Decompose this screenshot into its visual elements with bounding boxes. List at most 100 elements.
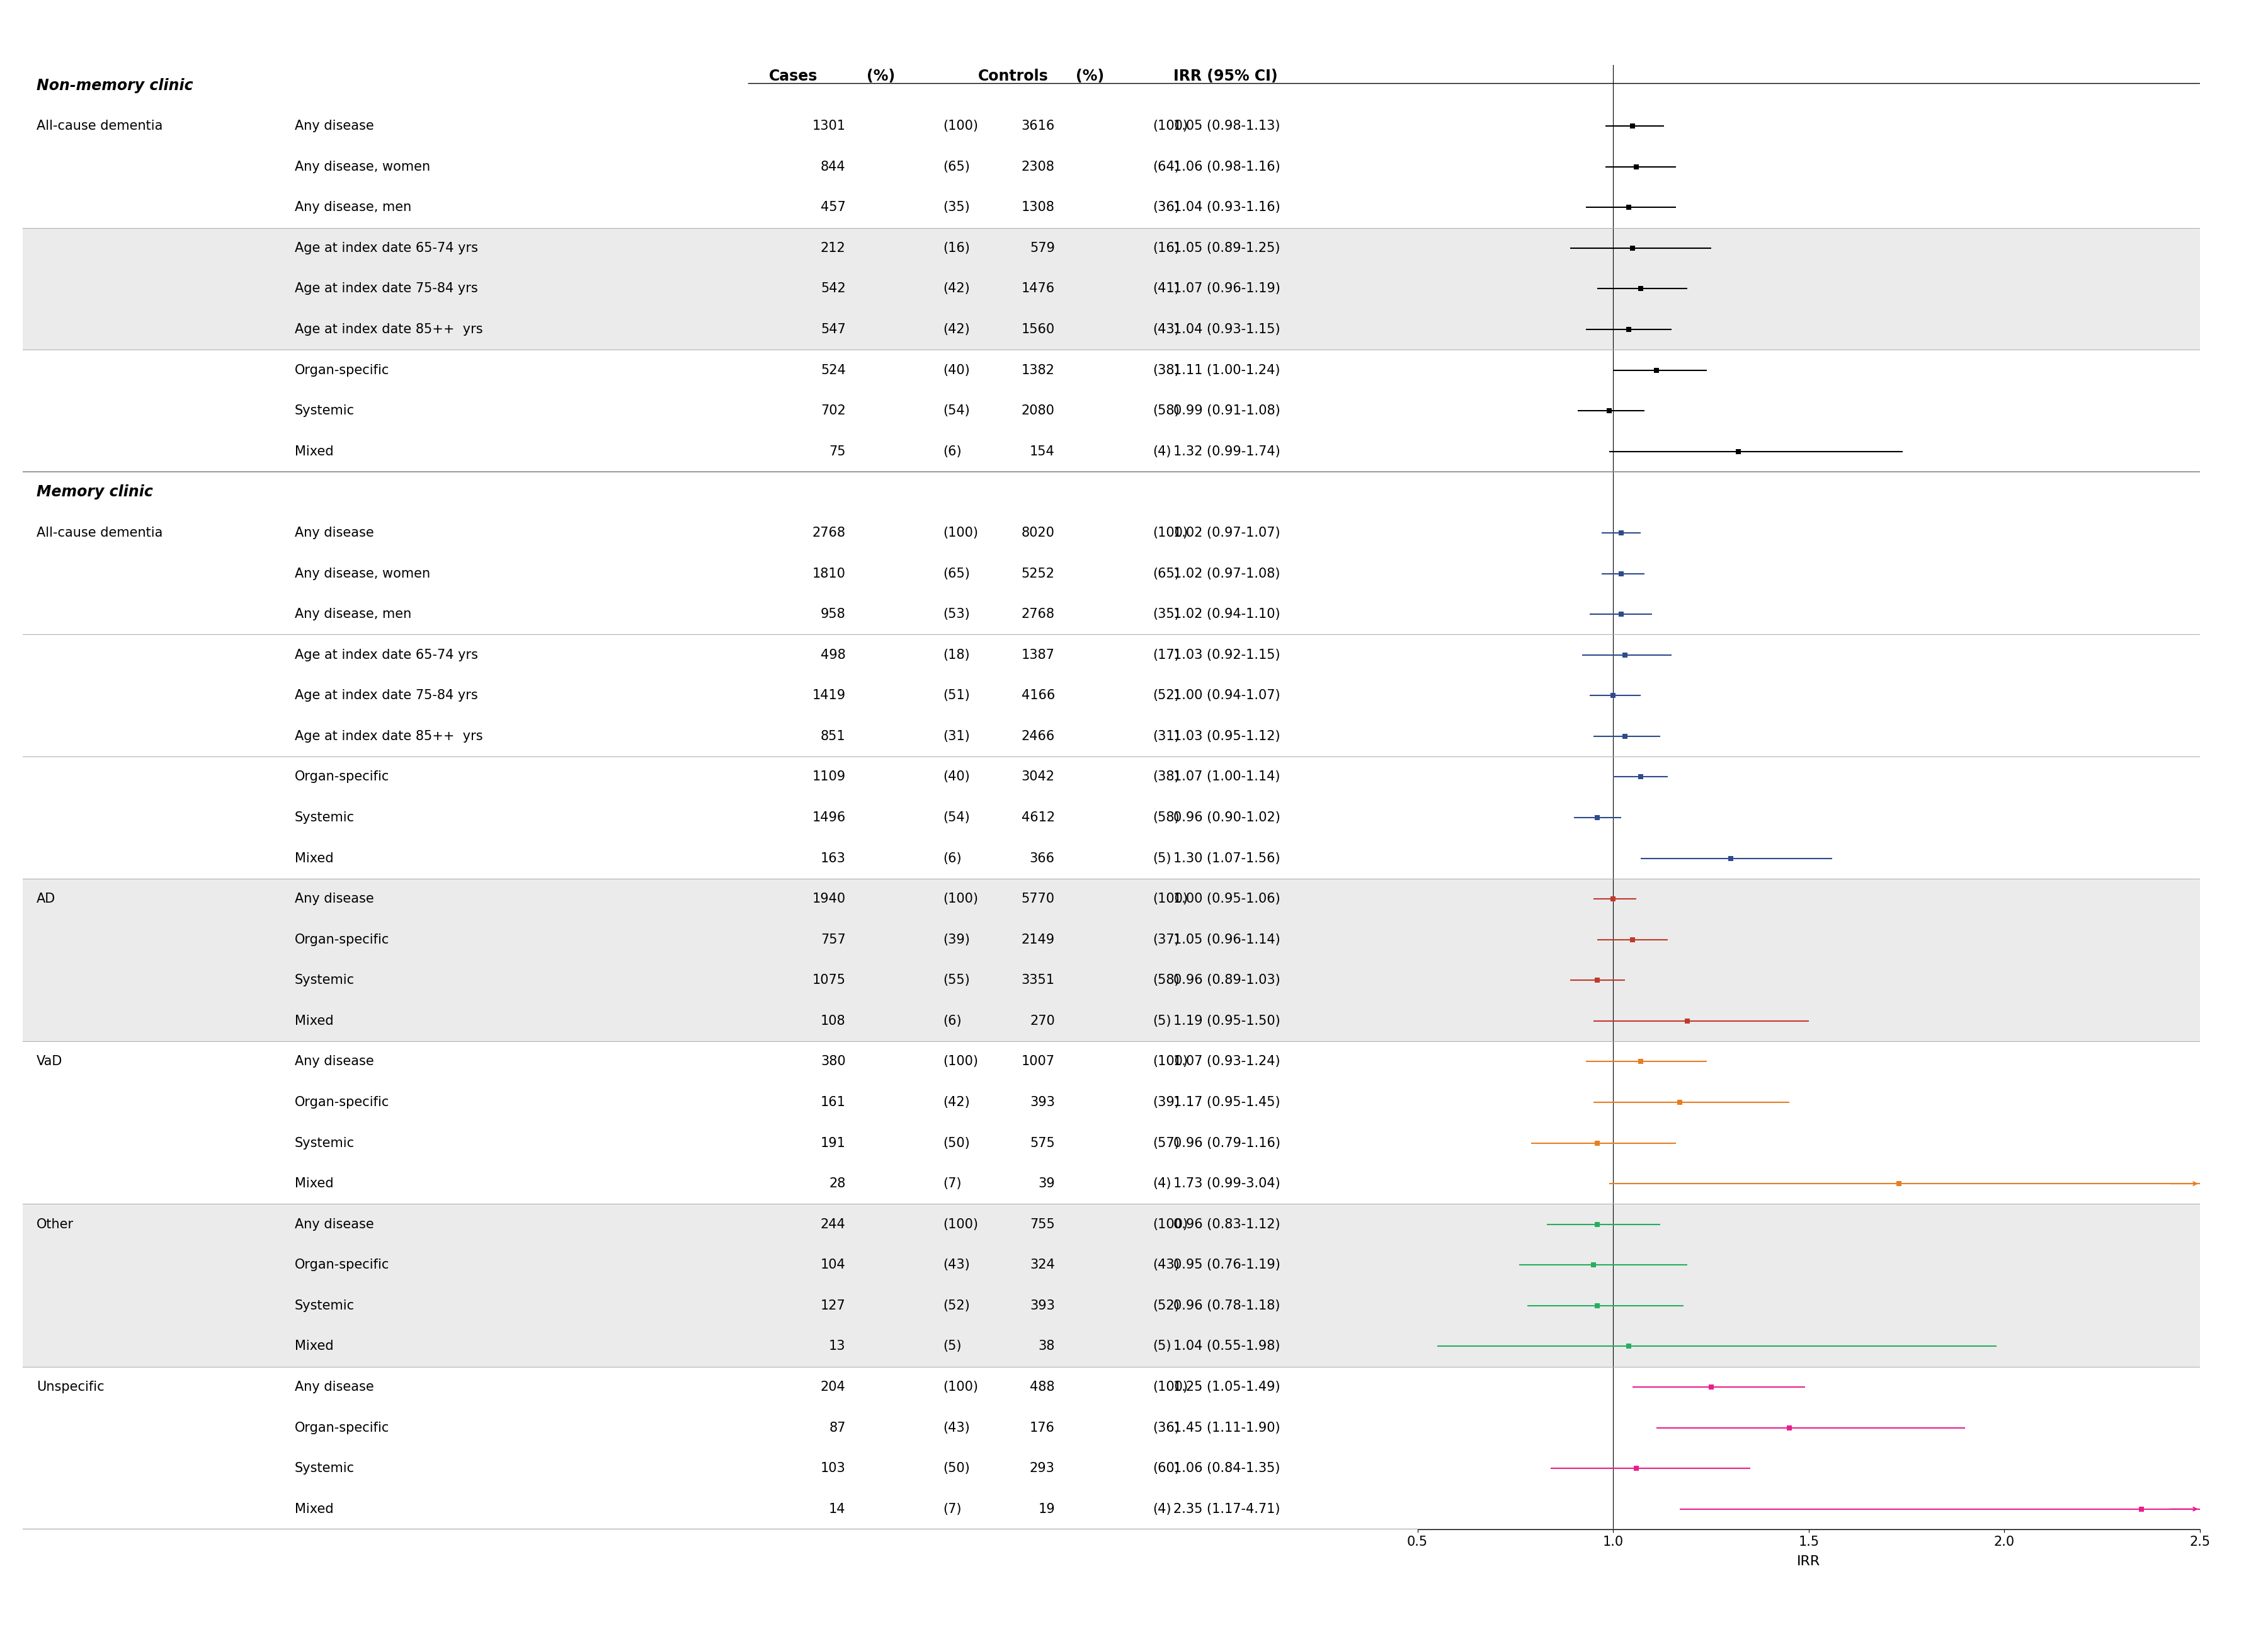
Text: (100): (100) <box>1152 893 1188 905</box>
Text: 2.35 (1.17-4.71): 2.35 (1.17-4.71) <box>1173 1503 1279 1515</box>
Text: IRR (95% CI): IRR (95% CI) <box>1173 68 1277 85</box>
Text: (31): (31) <box>943 731 971 742</box>
Text: 958: 958 <box>821 608 846 620</box>
Bar <box>1418 513 2200 553</box>
Text: 5252: 5252 <box>1021 568 1055 579</box>
Text: Age at index date 65-74 yrs: Age at index date 65-74 yrs <box>295 649 479 661</box>
Bar <box>23 268 1418 309</box>
Text: (16): (16) <box>943 242 971 254</box>
Bar <box>23 1407 1418 1448</box>
Bar <box>23 309 1418 350</box>
Bar <box>1418 1489 2200 1529</box>
Text: 154: 154 <box>1030 446 1055 457</box>
Text: (100): (100) <box>1152 120 1188 132</box>
Bar <box>1418 594 2200 635</box>
Text: Organ-specific: Organ-specific <box>295 364 390 376</box>
Bar <box>1418 1367 2200 1407</box>
Text: Other: Other <box>36 1219 75 1230</box>
Bar <box>1418 1041 2200 1082</box>
Text: (57): (57) <box>1152 1137 1179 1149</box>
Text: (100): (100) <box>1152 1219 1188 1230</box>
Text: 755: 755 <box>1030 1219 1055 1230</box>
Text: (6): (6) <box>943 853 962 864</box>
Text: Any disease: Any disease <box>295 1381 374 1393</box>
Text: 176: 176 <box>1030 1422 1055 1433</box>
X-axis label: IRR: IRR <box>1796 1555 1821 1568</box>
Text: Age at index date 75-84 yrs: Age at index date 75-84 yrs <box>295 283 479 294</box>
Text: 270: 270 <box>1030 1015 1055 1027</box>
Text: 1496: 1496 <box>812 812 846 823</box>
Text: 547: 547 <box>821 324 846 335</box>
Text: 366: 366 <box>1030 853 1055 864</box>
Text: 1.19 (0.95-1.50): 1.19 (0.95-1.50) <box>1173 1015 1281 1027</box>
Bar <box>23 1204 1418 1245</box>
Text: Controls: Controls <box>978 68 1048 85</box>
Text: 2080: 2080 <box>1021 405 1055 417</box>
Bar <box>23 187 1418 228</box>
Text: Any disease: Any disease <box>295 120 374 132</box>
Text: 851: 851 <box>821 731 846 742</box>
Text: 524: 524 <box>821 364 846 376</box>
Text: 324: 324 <box>1030 1259 1055 1271</box>
Text: 0.95 (0.76-1.19): 0.95 (0.76-1.19) <box>1173 1259 1281 1271</box>
Text: All-cause dementia: All-cause dementia <box>36 120 163 132</box>
Text: 1476: 1476 <box>1021 283 1055 294</box>
Text: 161: 161 <box>821 1097 846 1108</box>
Text: 38: 38 <box>1039 1341 1055 1352</box>
Text: 1.00 (0.95-1.06): 1.00 (0.95-1.06) <box>1173 893 1281 905</box>
Text: Any disease, women: Any disease, women <box>295 161 431 172</box>
Bar <box>23 553 1418 594</box>
Text: 1.05 (0.96-1.14): 1.05 (0.96-1.14) <box>1173 934 1281 945</box>
Bar <box>1418 1407 2200 1448</box>
Text: 28: 28 <box>830 1178 846 1189</box>
Point <box>1615 236 1651 262</box>
Text: 575: 575 <box>1030 1137 1055 1149</box>
Text: 293: 293 <box>1030 1463 1055 1474</box>
Text: (65): (65) <box>1152 568 1179 579</box>
Text: (%): (%) <box>1075 68 1105 85</box>
Text: 204: 204 <box>821 1381 846 1393</box>
Point <box>1615 114 1651 140</box>
Text: 1.30 (1.07-1.56): 1.30 (1.07-1.56) <box>1173 853 1279 864</box>
Text: 191: 191 <box>821 1137 846 1149</box>
Text: 702: 702 <box>821 405 846 417</box>
Bar <box>1418 65 2200 106</box>
Bar <box>23 146 1418 187</box>
Text: (100): (100) <box>943 893 978 905</box>
Text: 1.00 (0.94-1.07): 1.00 (0.94-1.07) <box>1173 690 1279 701</box>
Text: Age at index date 85++  yrs: Age at index date 85++ yrs <box>295 731 483 742</box>
Point <box>1619 155 1656 181</box>
Text: (60): (60) <box>1152 1463 1179 1474</box>
Text: 39: 39 <box>1039 1178 1055 1189</box>
Bar <box>23 635 1418 675</box>
Text: (38): (38) <box>1152 771 1179 783</box>
Text: (53): (53) <box>943 608 971 620</box>
Text: 1.04 (0.55-1.98): 1.04 (0.55-1.98) <box>1173 1341 1279 1352</box>
Text: Organ-specific: Organ-specific <box>295 1259 390 1271</box>
Bar <box>23 431 1418 472</box>
Bar <box>23 1489 1418 1529</box>
Text: Systemic: Systemic <box>295 1300 354 1311</box>
Text: (5): (5) <box>1152 1341 1170 1352</box>
Point <box>1622 1049 1658 1075</box>
Bar <box>1418 960 2200 1001</box>
Text: 393: 393 <box>1030 1097 1055 1108</box>
Bar <box>23 1448 1418 1489</box>
Text: (42): (42) <box>943 324 971 335</box>
Text: 1.02 (0.94-1.10): 1.02 (0.94-1.10) <box>1173 608 1279 620</box>
Bar <box>1418 675 2200 716</box>
Point <box>1594 887 1631 913</box>
Text: (17): (17) <box>1152 649 1179 661</box>
Bar <box>23 1123 1418 1163</box>
Text: (100): (100) <box>1152 1056 1188 1067</box>
Text: 1.04 (0.93-1.16): 1.04 (0.93-1.16) <box>1173 202 1281 213</box>
Text: 844: 844 <box>821 161 846 172</box>
Text: Mixed: Mixed <box>295 1503 333 1515</box>
Point <box>1771 1415 1808 1442</box>
Text: 1.03 (0.92-1.15): 1.03 (0.92-1.15) <box>1173 649 1279 661</box>
Text: 1.17 (0.95-1.45): 1.17 (0.95-1.45) <box>1173 1097 1279 1108</box>
Text: 3351: 3351 <box>1021 975 1055 986</box>
Bar <box>23 228 1418 268</box>
Text: (7): (7) <box>943 1178 962 1189</box>
Text: (43): (43) <box>943 1259 971 1271</box>
